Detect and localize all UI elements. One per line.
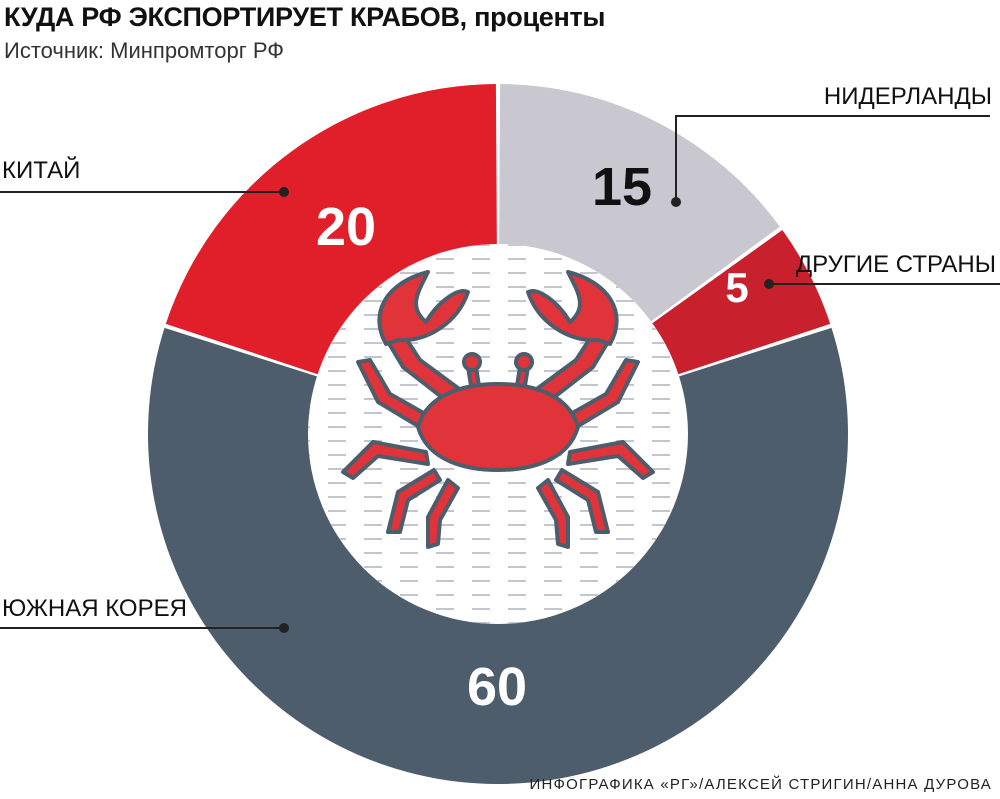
credit: ИНФОГРАФИКА «РГ»/АЛЕКСЕЙ СТРИГИН/АННА ДУ… <box>529 776 992 793</box>
leader-line-1 <box>675 115 990 202</box>
slice-label-3: ЮЖНАЯ КОРЕЯ <box>2 595 187 622</box>
slice-1 <box>499 84 780 323</box>
slice-label-2: ДРУГИЕ СТРАНЫ <box>796 251 996 278</box>
slice-value-2: 5 <box>725 264 748 311</box>
crab-icon <box>341 270 655 549</box>
chart-source: Источник: Минпромторг РФ <box>4 38 285 63</box>
slice-3 <box>147 327 848 785</box>
chart-title: КУДА РФ ЭКСПОРТИРУЕТ КРАБОВ, проценты <box>4 2 606 32</box>
slice-2 <box>650 229 831 375</box>
leader-dot-4 <box>279 187 289 197</box>
leader-dot-2 <box>764 279 774 289</box>
slice-value-3: 60 <box>467 657 527 717</box>
slice-label-4: КИТАЙ <box>2 156 80 184</box>
leader-dot-1 <box>671 197 681 207</box>
leader-dot-3 <box>279 623 289 633</box>
slice-value-4: 20 <box>316 197 376 257</box>
slice-label-1: НИДЕРЛАНДЫ <box>824 83 992 110</box>
slice-4 <box>165 84 497 375</box>
slice-value-1: 15 <box>592 157 652 217</box>
